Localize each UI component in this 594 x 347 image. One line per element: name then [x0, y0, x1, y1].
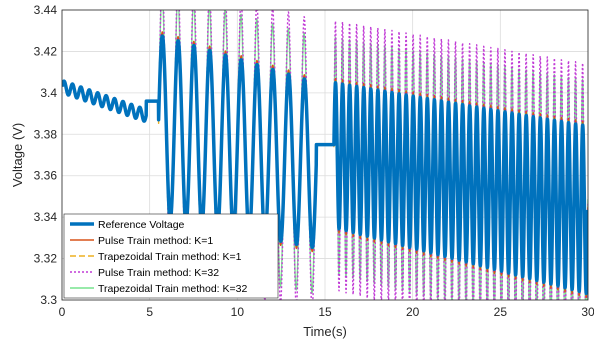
y-tick-label: 3.38 — [34, 127, 58, 141]
y-tick-label: 3.42 — [34, 44, 58, 58]
y-tick-label: 3.3 — [40, 293, 57, 307]
legend-entry-2: Trapezoidal Train method: K=1 — [98, 251, 242, 263]
x-tick-label: 5 — [146, 305, 153, 319]
series-line-0 — [62, 34, 588, 296]
series-layer — [62, 10, 588, 300]
x-tick-label: 0 — [59, 305, 66, 319]
y-tick-label: 3.32 — [34, 252, 58, 266]
x-axis-label: Time(s) — [303, 324, 347, 339]
legend: Reference Voltage Pulse Train method: K=1… — [63, 213, 279, 299]
x-tick-label: 30 — [581, 305, 594, 319]
y-tick-label: 3.34 — [34, 210, 58, 224]
legend-entry-4: Trapezoidal Train method: K=32 — [98, 283, 247, 295]
legend-entry-0: Reference Voltage — [98, 219, 185, 231]
legend-entry-1: Pulse Train method: K=1 — [98, 235, 213, 247]
x-axis-ticks: 0 5 10 15 20 25 30 — [59, 305, 594, 319]
y-tick-label: 3.44 — [34, 3, 58, 17]
legend-box — [63, 213, 279, 299]
y-axis-label: Voltage (V) — [10, 123, 25, 187]
x-tick-label: 20 — [406, 305, 420, 319]
x-tick-label: 25 — [494, 305, 508, 319]
x-tick-label: 10 — [231, 305, 245, 319]
y-tick-label: 3.4 — [40, 86, 57, 100]
x-tick-label: 15 — [318, 305, 332, 319]
legend-entry-3: Pulse Train method: K=32 — [98, 267, 219, 279]
y-tick-label: 3.36 — [34, 169, 58, 183]
plot-frame — [61, 9, 589, 301]
y-axis-ticks: 3.3 3.32 3.34 3.36 3.38 3.4 3.42 3.44 — [34, 3, 58, 307]
